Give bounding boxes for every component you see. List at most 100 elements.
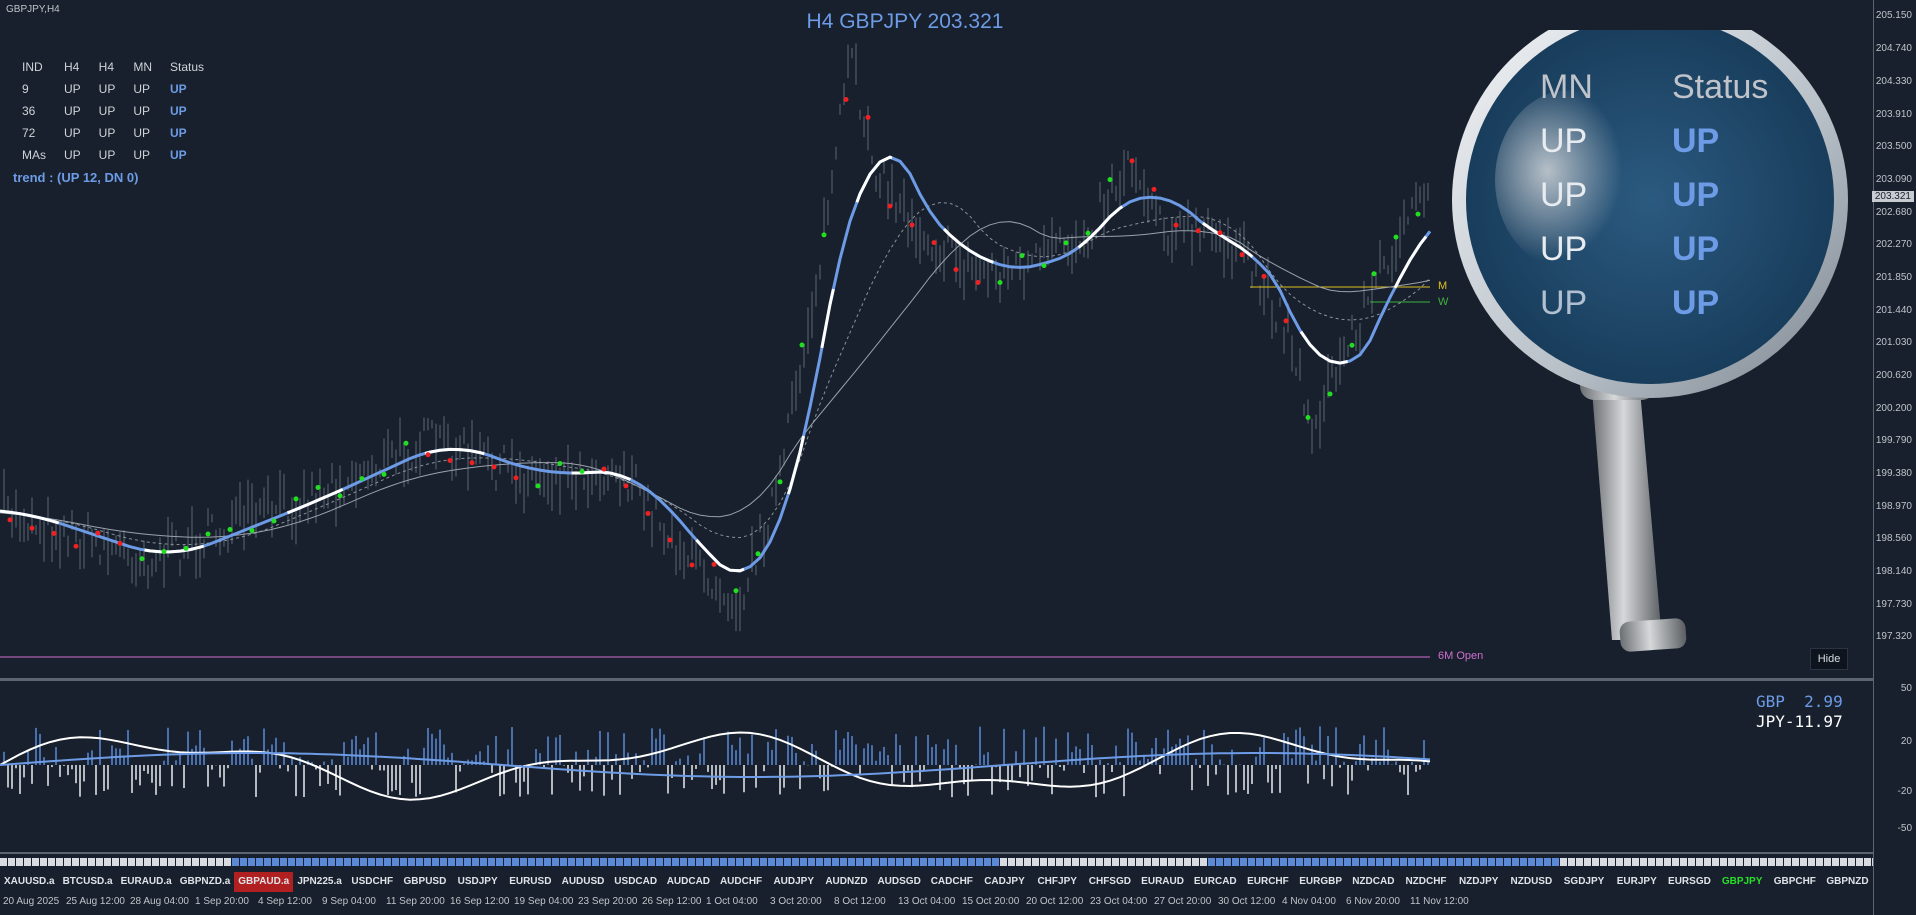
price-tick: 200.620 [1875, 370, 1912, 381]
symbol-button[interactable]: CHFSGD [1088, 876, 1131, 887]
symbol-button[interactable]: CADJPY [984, 876, 1025, 887]
header-cell: H4 [64, 60, 80, 74]
ma-fast-line-white [0, 155, 1432, 573]
table-cell: UP [98, 82, 116, 96]
symbol-button[interactable]: JPN225.a [297, 876, 342, 887]
strength-cell [544, 858, 551, 866]
strength-cell [800, 858, 807, 866]
signal-dot [1217, 230, 1223, 236]
symbol-button[interactable]: EURSGD [1668, 876, 1711, 887]
ma-long-line [0, 221, 1431, 538]
symbol-button[interactable]: AUDUSD [561, 876, 605, 887]
strength-cell [832, 858, 839, 866]
strength-cell [1448, 858, 1455, 866]
strength-cell [1672, 858, 1679, 866]
strength-cell [1456, 858, 1463, 866]
oscillator-tick: -20 [1897, 786, 1912, 797]
symbol-button[interactable]: EURGBP [1299, 876, 1343, 887]
symbol-button[interactable]: USDJPY [457, 876, 498, 887]
strength-cell [1688, 858, 1695, 866]
symbol-button[interactable]: AUDSGD [877, 876, 921, 887]
strength-cell [112, 858, 119, 866]
strength-cell [384, 858, 391, 866]
strength-cell [1248, 858, 1255, 866]
strength-cell [528, 858, 535, 866]
strength-cell [1152, 858, 1159, 866]
strength-cell [1720, 858, 1727, 866]
symbol-button[interactable]: SGDJPY [1563, 876, 1605, 887]
signal-dot [1349, 342, 1355, 348]
strength-cell [1568, 858, 1575, 866]
symbol-button[interactable]: GBPAUD.a [234, 872, 294, 892]
trend-summary: trend : (UP 12, DN 0) [13, 170, 139, 185]
date-tick: 20 Aug 2025 [3, 896, 60, 907]
strength-cell [1120, 858, 1127, 866]
symbol-button[interactable]: EURJPY [1616, 876, 1657, 887]
symbol-button[interactable]: GBPUSD [403, 876, 447, 887]
symbol-button[interactable]: GBPJPY [1721, 876, 1763, 887]
strength-cell [1272, 858, 1279, 866]
strength-cell [1064, 858, 1071, 866]
strength-cell [328, 858, 335, 866]
hide-button[interactable]: Hide [1810, 648, 1848, 670]
symbol-button[interactable]: EURAUD [1141, 876, 1184, 887]
symbol-button[interactable]: NZDCHF [1405, 876, 1447, 887]
symbol-button[interactable]: XAUUSD.a [4, 876, 55, 887]
strength-cell [1712, 858, 1719, 866]
strength-cell [1520, 858, 1527, 866]
symbol-button[interactable]: CHFJPY [1037, 876, 1077, 887]
price-axis[interactable]: 205.150 204.740 204.330 203.910 203.500 … [1871, 0, 1916, 915]
symbol-button[interactable]: GBPNZD.a [179, 876, 231, 887]
strength-cell [1072, 858, 1079, 866]
table-cell: UP [133, 82, 151, 96]
strength-cell [1056, 858, 1063, 866]
strength-cell [288, 858, 295, 866]
table-cell: UP [133, 126, 151, 140]
symbol-button[interactable]: EURUSD [509, 876, 552, 887]
strength-cell [1208, 858, 1215, 866]
symbol-button[interactable]: AUDCAD [666, 876, 711, 887]
symbol-button[interactable]: AUDNZD [825, 876, 868, 887]
signal-dot [161, 549, 167, 555]
symbol-button[interactable]: GBPCHF [1773, 876, 1816, 887]
strength-cell [928, 858, 935, 866]
table-cell: 36 [22, 104, 36, 118]
strength-cell [1264, 858, 1271, 866]
symbol-button[interactable]: AUDJPY [773, 876, 815, 887]
symbol-button[interactable]: AUDCHF [719, 876, 763, 887]
chart-canvas[interactable] [0, 0, 1874, 870]
price-tick: 198.970 [1875, 501, 1912, 512]
strength-cell [1752, 858, 1759, 866]
symbol-button[interactable]: USDCAD [614, 876, 658, 887]
subwindow-divider[interactable] [0, 852, 1874, 854]
strength-cell [1784, 858, 1791, 866]
symbol-button[interactable]: EURAUD.a [120, 876, 172, 887]
symbol-button[interactable]: NZDUSD [1510, 876, 1553, 887]
symbol-button[interactable]: EURCAD [1193, 876, 1237, 887]
signal-dot [117, 540, 123, 546]
symbol-button[interactable]: USDCHF [351, 876, 394, 887]
subwindow-divider[interactable] [0, 678, 1874, 681]
strength-cell [1040, 858, 1047, 866]
strength-cell [904, 858, 911, 866]
signal-dot [139, 556, 145, 562]
strength-cell [1016, 858, 1023, 866]
signal-dot [315, 484, 321, 490]
strength-cell [64, 858, 71, 866]
signal-dot [1371, 271, 1377, 277]
strength-cell [272, 858, 279, 866]
strength-cell [584, 858, 591, 866]
strength-cell [752, 858, 759, 866]
strength-cell [1352, 858, 1359, 866]
symbol-button[interactable]: NZDCAD [1352, 876, 1395, 887]
signal-dot [227, 527, 233, 533]
symbol-button[interactable]: BTCUSD.a [62, 876, 113, 887]
price-tick: 199.380 [1875, 468, 1912, 479]
strength-cell [352, 858, 359, 866]
symbol-button[interactable]: CADCHF [930, 876, 973, 887]
symbol-button[interactable]: EURCHF [1247, 876, 1289, 887]
symbol-button[interactable]: GBPNZD [1826, 876, 1869, 887]
symbol-button[interactable]: NZDJPY [1458, 876, 1499, 887]
symbol-selector-bar: XAUUSD.a BTCUSD.a EURAUD.a GBPNZD.a GBPAUD.a… [0, 872, 1874, 892]
